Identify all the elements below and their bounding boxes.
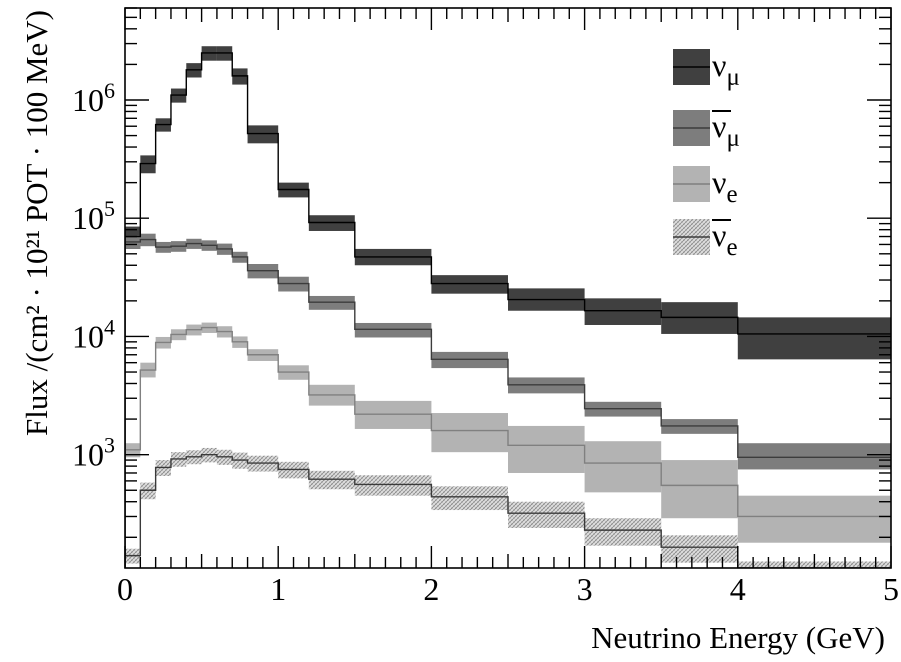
x-tick-label-5: 5 bbox=[883, 571, 899, 607]
series-2-band-bin-12 bbox=[431, 413, 508, 453]
legend-label-3: νe bbox=[712, 217, 738, 261]
legend-entry-2: νe bbox=[673, 164, 738, 208]
x-tick-label-0: 0 bbox=[117, 571, 133, 607]
series-1-band-bin-10 bbox=[308, 295, 355, 310]
series-0-band-bin-12 bbox=[431, 275, 508, 294]
legend: νμ νμ νe νe bbox=[673, 47, 740, 261]
series-2-band-bin-13 bbox=[508, 425, 585, 473]
y-tick-label-0: 103 bbox=[72, 433, 115, 473]
series-2-band-bin-11 bbox=[354, 400, 432, 429]
series-3-band-bin-11 bbox=[354, 475, 432, 496]
series-layer bbox=[125, 46, 891, 568]
series-3-band-bin-13 bbox=[508, 501, 585, 528]
x-tick-label-1: 1 bbox=[270, 571, 286, 607]
series-0-line bbox=[125, 52, 891, 568]
series-3-band-bin-12 bbox=[431, 486, 508, 511]
series-3-band-bin-14 bbox=[584, 518, 662, 546]
series-0-step-line bbox=[125, 52, 891, 568]
legend-label-2: νe bbox=[712, 164, 738, 208]
series-1-band-bin-16 bbox=[737, 443, 891, 470]
axis-ticks: 0 1 2 3 4 5 103 104 105 106 bbox=[72, 7, 899, 607]
series-2-band-bin-14 bbox=[584, 441, 662, 493]
series-0-band bbox=[125, 46, 891, 360]
series-1-line bbox=[125, 238, 891, 568]
legend-entry-3: νe bbox=[673, 217, 738, 261]
series-0-band-bin-1 bbox=[140, 155, 156, 174]
series-3-band-bin-15 bbox=[661, 535, 738, 563]
series-1-step-line bbox=[125, 238, 891, 568]
series-2-line bbox=[125, 326, 891, 568]
series-2-band-bin-16 bbox=[737, 495, 891, 543]
y-tick-label-2: 105 bbox=[72, 196, 115, 236]
series-2-band-bin-15 bbox=[661, 460, 738, 519]
x-axis-title: Neutrino Energy (GeV) bbox=[591, 620, 885, 655]
y-tick-label-1: 104 bbox=[72, 314, 115, 354]
series-3-band-bin-10 bbox=[308, 470, 355, 490]
series-0-band-bin-14 bbox=[584, 298, 662, 325]
y-axis-title: Flux /(cm² · 10²¹ POT · 100 MeV) bbox=[19, 10, 54, 436]
series-0-band-bin-16 bbox=[737, 317, 891, 360]
series-2-step-line bbox=[125, 326, 891, 568]
legend-label-0: νμ bbox=[712, 47, 740, 91]
x-tick-label-4: 4 bbox=[730, 571, 746, 607]
x-tick-label-2: 2 bbox=[423, 571, 439, 607]
x-tick-label-3: 3 bbox=[577, 571, 593, 607]
legend-entry-0: νμ bbox=[673, 47, 740, 91]
series-3-step-line bbox=[125, 453, 891, 568]
series-3-line bbox=[125, 453, 891, 568]
series-0-band-bin-8 bbox=[247, 125, 279, 144]
legend-entry-1: νμ bbox=[673, 108, 740, 152]
y-tick-label-3: 106 bbox=[72, 78, 115, 118]
legend-label-1: νμ bbox=[712, 108, 740, 152]
series-1-band-bin-11 bbox=[354, 322, 432, 338]
